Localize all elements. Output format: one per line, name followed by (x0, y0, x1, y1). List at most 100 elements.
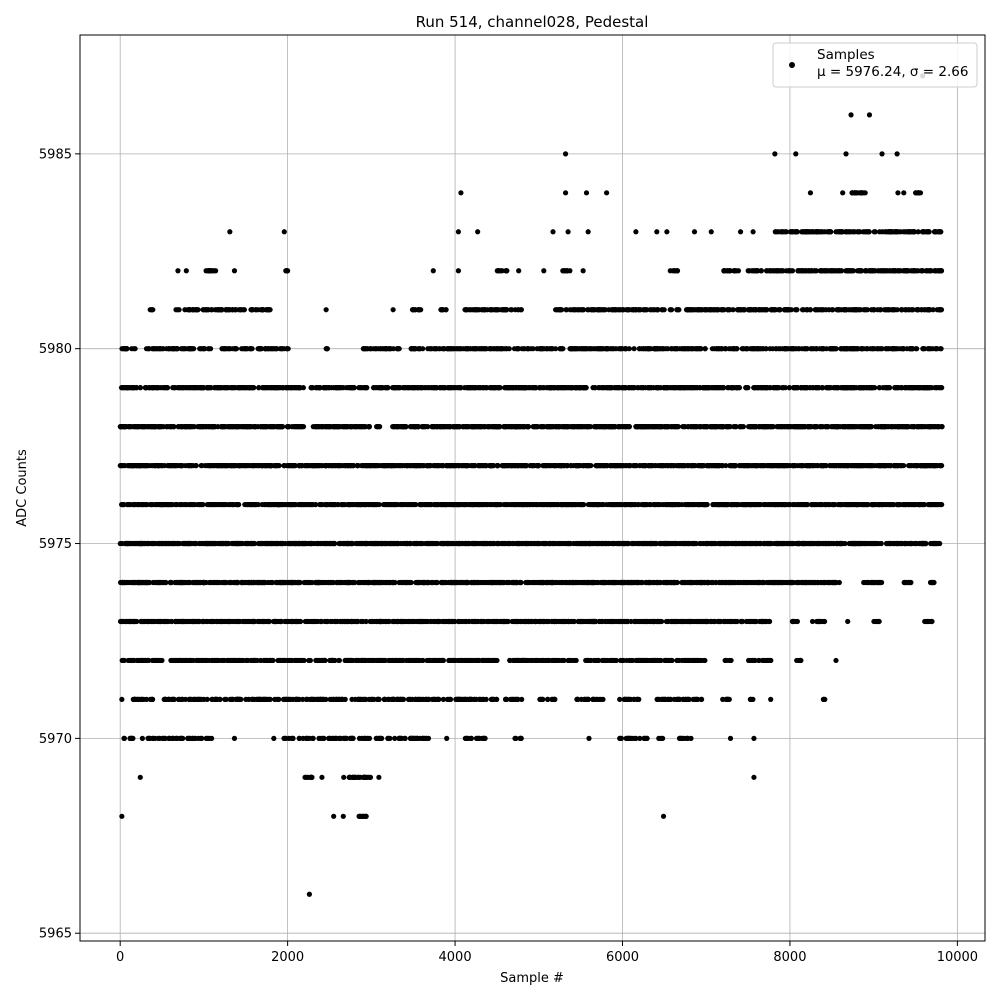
scatter-point (310, 735, 316, 741)
scatter-point (118, 618, 124, 625)
scatter-point (665, 696, 671, 703)
scatter-point (333, 735, 339, 741)
scatter-point (285, 696, 291, 703)
scatter-point (252, 657, 258, 664)
scatter-point (681, 657, 687, 664)
scatter-point (511, 618, 518, 625)
scatter-point (295, 696, 301, 703)
scatter-point (119, 540, 125, 547)
scatter-point (292, 657, 298, 664)
scatter-point (837, 540, 843, 547)
scatter-point (306, 735, 312, 741)
scatter-point (644, 540, 650, 547)
scatter-point (300, 696, 306, 703)
scatter-point (801, 540, 808, 547)
scatter-point (436, 618, 442, 625)
scatter-point (413, 696, 419, 703)
scatter-point (257, 657, 264, 664)
scatter-point (463, 540, 469, 547)
scatter-point (155, 735, 161, 741)
scatter-point (440, 696, 446, 703)
scatter-point (434, 579, 440, 586)
scatter-point (604, 618, 610, 625)
scatter-point (319, 696, 325, 703)
scatter-point (250, 540, 256, 547)
scatter-point (408, 579, 414, 586)
scatter-point (121, 735, 127, 741)
scatter-point (560, 657, 566, 664)
scatter-point (464, 735, 470, 741)
scatter-point (628, 735, 635, 741)
scatter-point (441, 579, 447, 586)
scatter-point (356, 696, 362, 703)
scatter-point (304, 774, 310, 780)
scatter-point (338, 579, 344, 586)
scatter-point (703, 540, 709, 547)
scatter-point (513, 696, 519, 703)
scatter-point (762, 540, 768, 547)
scatter-point (435, 696, 441, 703)
scatter-point (315, 657, 321, 664)
scatter-point (187, 657, 194, 664)
scatter-point (639, 579, 645, 586)
scatter-point (733, 618, 739, 625)
scatter-point (500, 579, 506, 586)
scatter-point (618, 657, 625, 664)
scatter-point (572, 579, 578, 586)
scatter-point (845, 618, 851, 625)
scatter-point (157, 579, 163, 586)
scatter-point (656, 579, 663, 586)
scatter-point (766, 540, 772, 547)
scatter-point (545, 696, 551, 703)
scatter-point (814, 540, 820, 547)
scatter-point (470, 540, 476, 547)
scatter-point (648, 540, 655, 547)
scatter-point (132, 696, 138, 703)
scatter-point (387, 579, 393, 586)
scatter-point (585, 696, 592, 703)
scatter-point (826, 540, 832, 547)
scatter-point (445, 540, 451, 547)
scatter-point (595, 540, 601, 547)
scatter-point (151, 618, 157, 625)
scatter-point (274, 540, 280, 547)
scatter-point (490, 618, 496, 625)
scatter-point (695, 696, 701, 703)
scatter-point (469, 696, 475, 703)
scatter-point (323, 579, 329, 586)
scatter-point (540, 579, 546, 586)
scatter-point (175, 618, 181, 625)
scatter-point (234, 579, 240, 586)
scatter-point (616, 501, 622, 508)
scatter-point (367, 774, 373, 780)
scatter-point (369, 540, 375, 547)
scatter-point (185, 579, 191, 586)
scatter-point (119, 813, 125, 819)
scatter-point (257, 540, 263, 547)
scatter-point (203, 735, 209, 741)
scatter-point (518, 579, 524, 586)
scatter-point (339, 618, 346, 625)
scatter-point (162, 735, 168, 741)
scatter-point (748, 696, 754, 703)
scatter-point (669, 657, 675, 664)
scatter-point (562, 579, 568, 586)
scatter-point (671, 696, 677, 703)
scatter-point (729, 540, 735, 547)
scatter-point (676, 657, 682, 664)
scatter-point (279, 540, 285, 547)
scatter-point (602, 540, 608, 547)
scatter-point (768, 696, 774, 703)
scatter-point (903, 540, 909, 547)
scatter-point (220, 657, 226, 664)
scatter-point (629, 540, 635, 547)
scatter-point (207, 618, 213, 625)
scatter-point (538, 696, 544, 703)
scatter-point (231, 540, 237, 547)
scatter-point (210, 657, 216, 664)
scatter-point (699, 696, 705, 703)
scatter-point (327, 696, 333, 703)
scatter-point (288, 657, 294, 664)
scatter-point (168, 579, 174, 586)
scatter-point (236, 696, 242, 703)
